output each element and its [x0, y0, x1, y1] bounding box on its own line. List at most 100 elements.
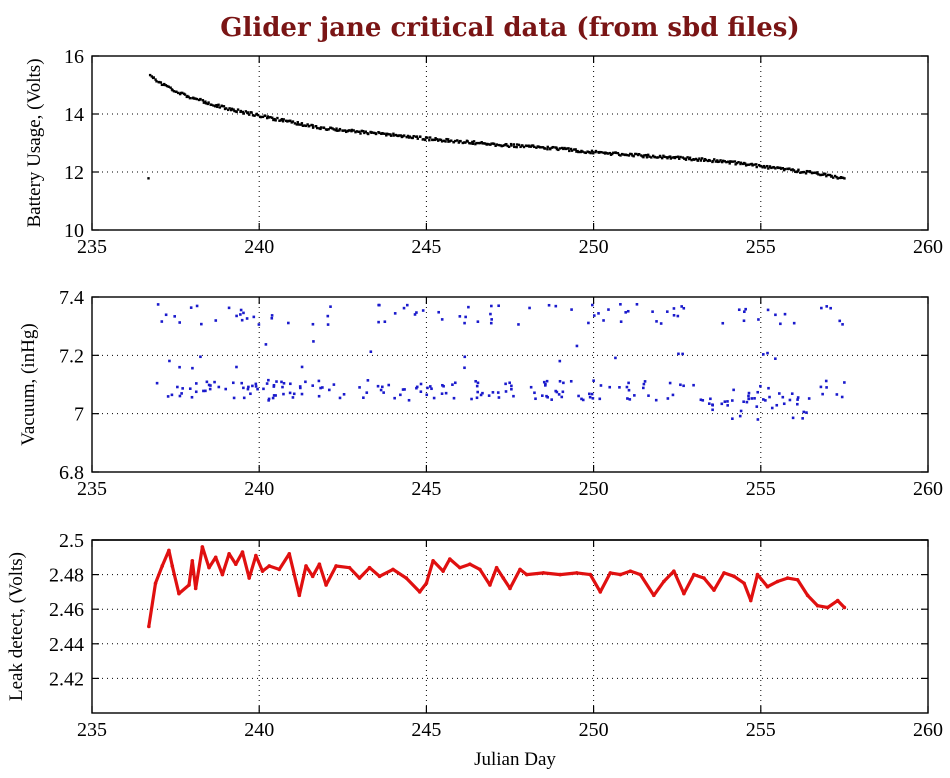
data-point	[546, 148, 549, 151]
data-point	[542, 380, 546, 384]
data-point	[631, 154, 634, 157]
data-point	[303, 124, 306, 127]
data-point	[791, 168, 794, 171]
data-point	[476, 381, 480, 385]
data-point	[347, 565, 352, 570]
data-point	[479, 393, 483, 397]
x-tick-label: 255	[746, 478, 776, 500]
data-point	[635, 152, 638, 156]
data-point	[489, 321, 493, 325]
data-point	[481, 391, 484, 395]
data-point	[463, 355, 467, 359]
data-point	[230, 107, 234, 111]
data-point	[726, 160, 730, 163]
data-point	[730, 160, 733, 163]
data-point	[688, 156, 692, 159]
x-tick-label: 245	[411, 236, 441, 258]
data-point	[748, 598, 753, 603]
data-point	[194, 97, 197, 100]
data-point	[164, 313, 168, 317]
x-tick-label: 255	[746, 719, 776, 741]
data-point	[478, 567, 482, 572]
data-point	[450, 139, 453, 142]
data-point	[575, 344, 579, 348]
data-point	[212, 104, 215, 107]
data-point	[672, 569, 676, 573]
data-point	[588, 392, 591, 396]
data-point	[557, 148, 560, 152]
leak-series-line	[147, 545, 846, 627]
data-point	[662, 579, 666, 584]
data-point	[521, 144, 524, 147]
data-point	[535, 146, 538, 149]
data-point	[781, 166, 784, 170]
data-point	[494, 144, 497, 148]
data-point	[458, 565, 462, 570]
data-point	[638, 572, 643, 577]
data-point	[229, 108, 233, 112]
data-point	[626, 153, 629, 157]
data-point	[738, 414, 742, 418]
data-point	[700, 157, 704, 160]
data-point	[205, 380, 209, 384]
data-point	[406, 134, 410, 138]
data-point	[399, 134, 403, 137]
data-point	[739, 409, 743, 413]
data-point	[355, 130, 358, 133]
data-point	[668, 381, 672, 385]
data-point	[154, 78, 157, 81]
data-point	[377, 320, 380, 324]
data-point	[472, 140, 476, 143]
data-point	[558, 379, 562, 383]
y-tick-label: 7.2	[59, 345, 84, 367]
data-point	[673, 156, 677, 160]
data-point	[297, 123, 301, 126]
data-point	[489, 312, 492, 316]
data-point	[209, 384, 212, 387]
data-point	[167, 548, 171, 553]
data-point	[616, 152, 620, 155]
data-point	[228, 107, 231, 110]
data-point	[530, 144, 533, 147]
data-point	[370, 131, 374, 134]
data-point	[612, 151, 615, 154]
data-point	[172, 90, 176, 93]
data-point	[627, 388, 631, 392]
data-point	[682, 384, 685, 388]
data-point	[718, 160, 721, 163]
data-point	[378, 303, 381, 307]
data-point	[790, 168, 793, 172]
leak-points	[147, 545, 847, 629]
data-point	[287, 321, 290, 325]
data-point	[533, 145, 536, 149]
data-point	[747, 163, 751, 166]
data-point	[647, 394, 650, 397]
x-tick-label: 235	[77, 236, 107, 258]
data-point	[432, 396, 436, 400]
data-point	[699, 159, 703, 162]
data-point	[200, 545, 205, 549]
data-point	[711, 408, 714, 412]
data-point	[227, 108, 230, 112]
data-point	[816, 171, 819, 174]
data-point	[800, 171, 803, 174]
data-point	[713, 158, 716, 161]
data-point	[367, 565, 372, 570]
data-point	[168, 359, 171, 363]
data-point	[558, 147, 562, 150]
data-point	[672, 313, 676, 317]
data-point	[802, 170, 806, 174]
data-point	[619, 320, 623, 323]
data-point	[529, 385, 533, 389]
data-point	[592, 152, 595, 155]
data-point	[438, 138, 441, 141]
data-point	[838, 319, 842, 323]
data-point	[445, 137, 448, 141]
data-point	[796, 170, 799, 173]
data-point	[158, 80, 161, 84]
data-point	[398, 134, 401, 137]
data-point	[654, 398, 658, 402]
data-point	[531, 144, 535, 147]
data-point	[820, 173, 823, 177]
data-point	[721, 159, 725, 163]
